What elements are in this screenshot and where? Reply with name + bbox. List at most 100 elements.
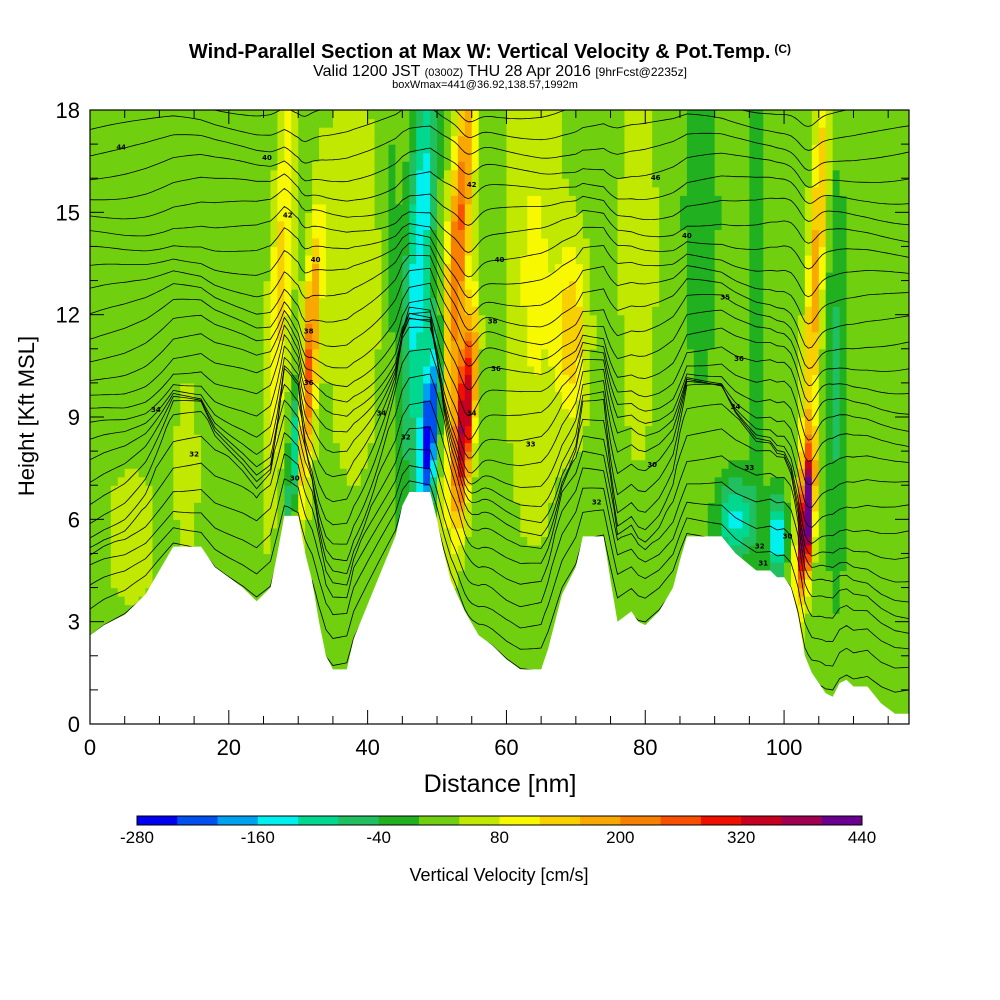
velocity-cell (214, 544, 223, 555)
velocity-cell (284, 374, 292, 384)
velocity-cell (437, 425, 445, 435)
velocity-cell (374, 382, 383, 393)
velocity-cell (860, 382, 868, 393)
velocity-cell (90, 468, 98, 478)
velocity-cell (478, 544, 487, 555)
velocity-cell (450, 459, 459, 469)
velocity-cell (499, 408, 508, 418)
velocity-cell (707, 476, 716, 486)
velocity-cell (173, 408, 181, 418)
velocity-cell (346, 647, 355, 657)
velocity-cell (235, 485, 244, 495)
velocity-cell (214, 425, 223, 435)
velocity-cell (353, 374, 362, 384)
velocity-cell (527, 442, 535, 452)
velocity-cell (443, 561, 452, 572)
velocity-cell (589, 510, 598, 520)
velocity-cell (534, 630, 542, 640)
velocity-cell (686, 502, 695, 512)
velocity-cell (180, 442, 188, 452)
chart-subtitle-box: boxWmax=441@36.92,138.57,1992m (392, 79, 578, 91)
velocity-cell (735, 374, 744, 384)
velocity-cell (825, 579, 834, 589)
velocity-cell (811, 579, 820, 589)
velocity-cell (117, 604, 126, 614)
velocity-cell (485, 442, 494, 452)
velocity-cell (846, 655, 855, 665)
velocity-cell (159, 544, 167, 555)
velocity-cell (596, 519, 605, 529)
velocity-cell (693, 502, 702, 512)
velocity-cell (686, 434, 695, 444)
velocity-cell (791, 459, 799, 469)
velocity-cell (367, 365, 376, 375)
velocity-cell (541, 382, 549, 393)
velocity-cell (138, 374, 147, 384)
velocity-cell (541, 459, 549, 469)
velocity-cell (353, 579, 362, 589)
velocity-cell (117, 425, 126, 435)
velocity-cell (617, 596, 626, 606)
velocity-cell (777, 510, 785, 520)
velocity-cell (117, 570, 126, 580)
velocity-cell (839, 613, 848, 623)
velocity-cell (305, 425, 313, 435)
velocity-cell (110, 502, 119, 512)
velocity-cell (596, 425, 605, 435)
velocity-cell (825, 604, 834, 614)
velocity-cell (881, 544, 889, 555)
velocity-cell (548, 459, 556, 469)
velocity-cell (332, 655, 341, 665)
velocity-cell (277, 434, 285, 444)
velocity-cell (888, 698, 896, 708)
velocity-cell (478, 579, 487, 589)
velocity-cell (902, 382, 909, 393)
velocity-cell (360, 476, 369, 486)
velocity-cell (90, 570, 98, 580)
velocity-cell (270, 382, 278, 393)
velocity-cell (395, 434, 403, 444)
velocity-cell (735, 493, 744, 503)
velocity-cell (645, 536, 653, 546)
velocity-cell (312, 434, 320, 444)
velocity-cell (881, 527, 889, 537)
velocity-cell (492, 391, 501, 401)
velocity-cell (187, 391, 195, 401)
velocity-cell (624, 510, 632, 520)
velocity-cell (763, 365, 771, 375)
velocity-cell (846, 391, 855, 401)
velocity-cell (874, 570, 882, 580)
velocity-cell (853, 596, 862, 606)
velocity-cell (881, 604, 889, 614)
velocity-cell (797, 476, 806, 486)
velocity-cell (568, 502, 577, 512)
velocity-cell (277, 510, 285, 520)
velocity-cell (527, 374, 535, 384)
velocity-cell (645, 417, 653, 427)
velocity-cell (659, 391, 667, 401)
velocity-cell (735, 382, 744, 393)
velocity-cell (756, 399, 764, 410)
velocity-cell (332, 664, 341, 674)
velocity-cell (874, 561, 882, 572)
velocity-cell (305, 510, 313, 520)
velocity-cell (555, 451, 563, 461)
velocity-cell (159, 527, 167, 537)
velocity-cell (103, 604, 112, 614)
velocity-cell (818, 391, 827, 401)
velocity-cell (214, 536, 223, 546)
velocity-cell (839, 655, 848, 665)
velocity-row (90, 391, 909, 401)
velocity-cell (277, 519, 285, 529)
velocity-cell (242, 485, 251, 495)
velocity-cell (874, 604, 882, 614)
velocity-cell (582, 417, 591, 427)
velocity-cell (610, 485, 619, 495)
velocity-cell (485, 417, 494, 427)
velocity-cell (617, 485, 626, 495)
velocity-cell (832, 553, 841, 563)
velocity-cell (791, 382, 799, 393)
velocity-cell (756, 442, 764, 452)
velocity-cell (700, 391, 709, 401)
velocity-cell (749, 536, 757, 546)
